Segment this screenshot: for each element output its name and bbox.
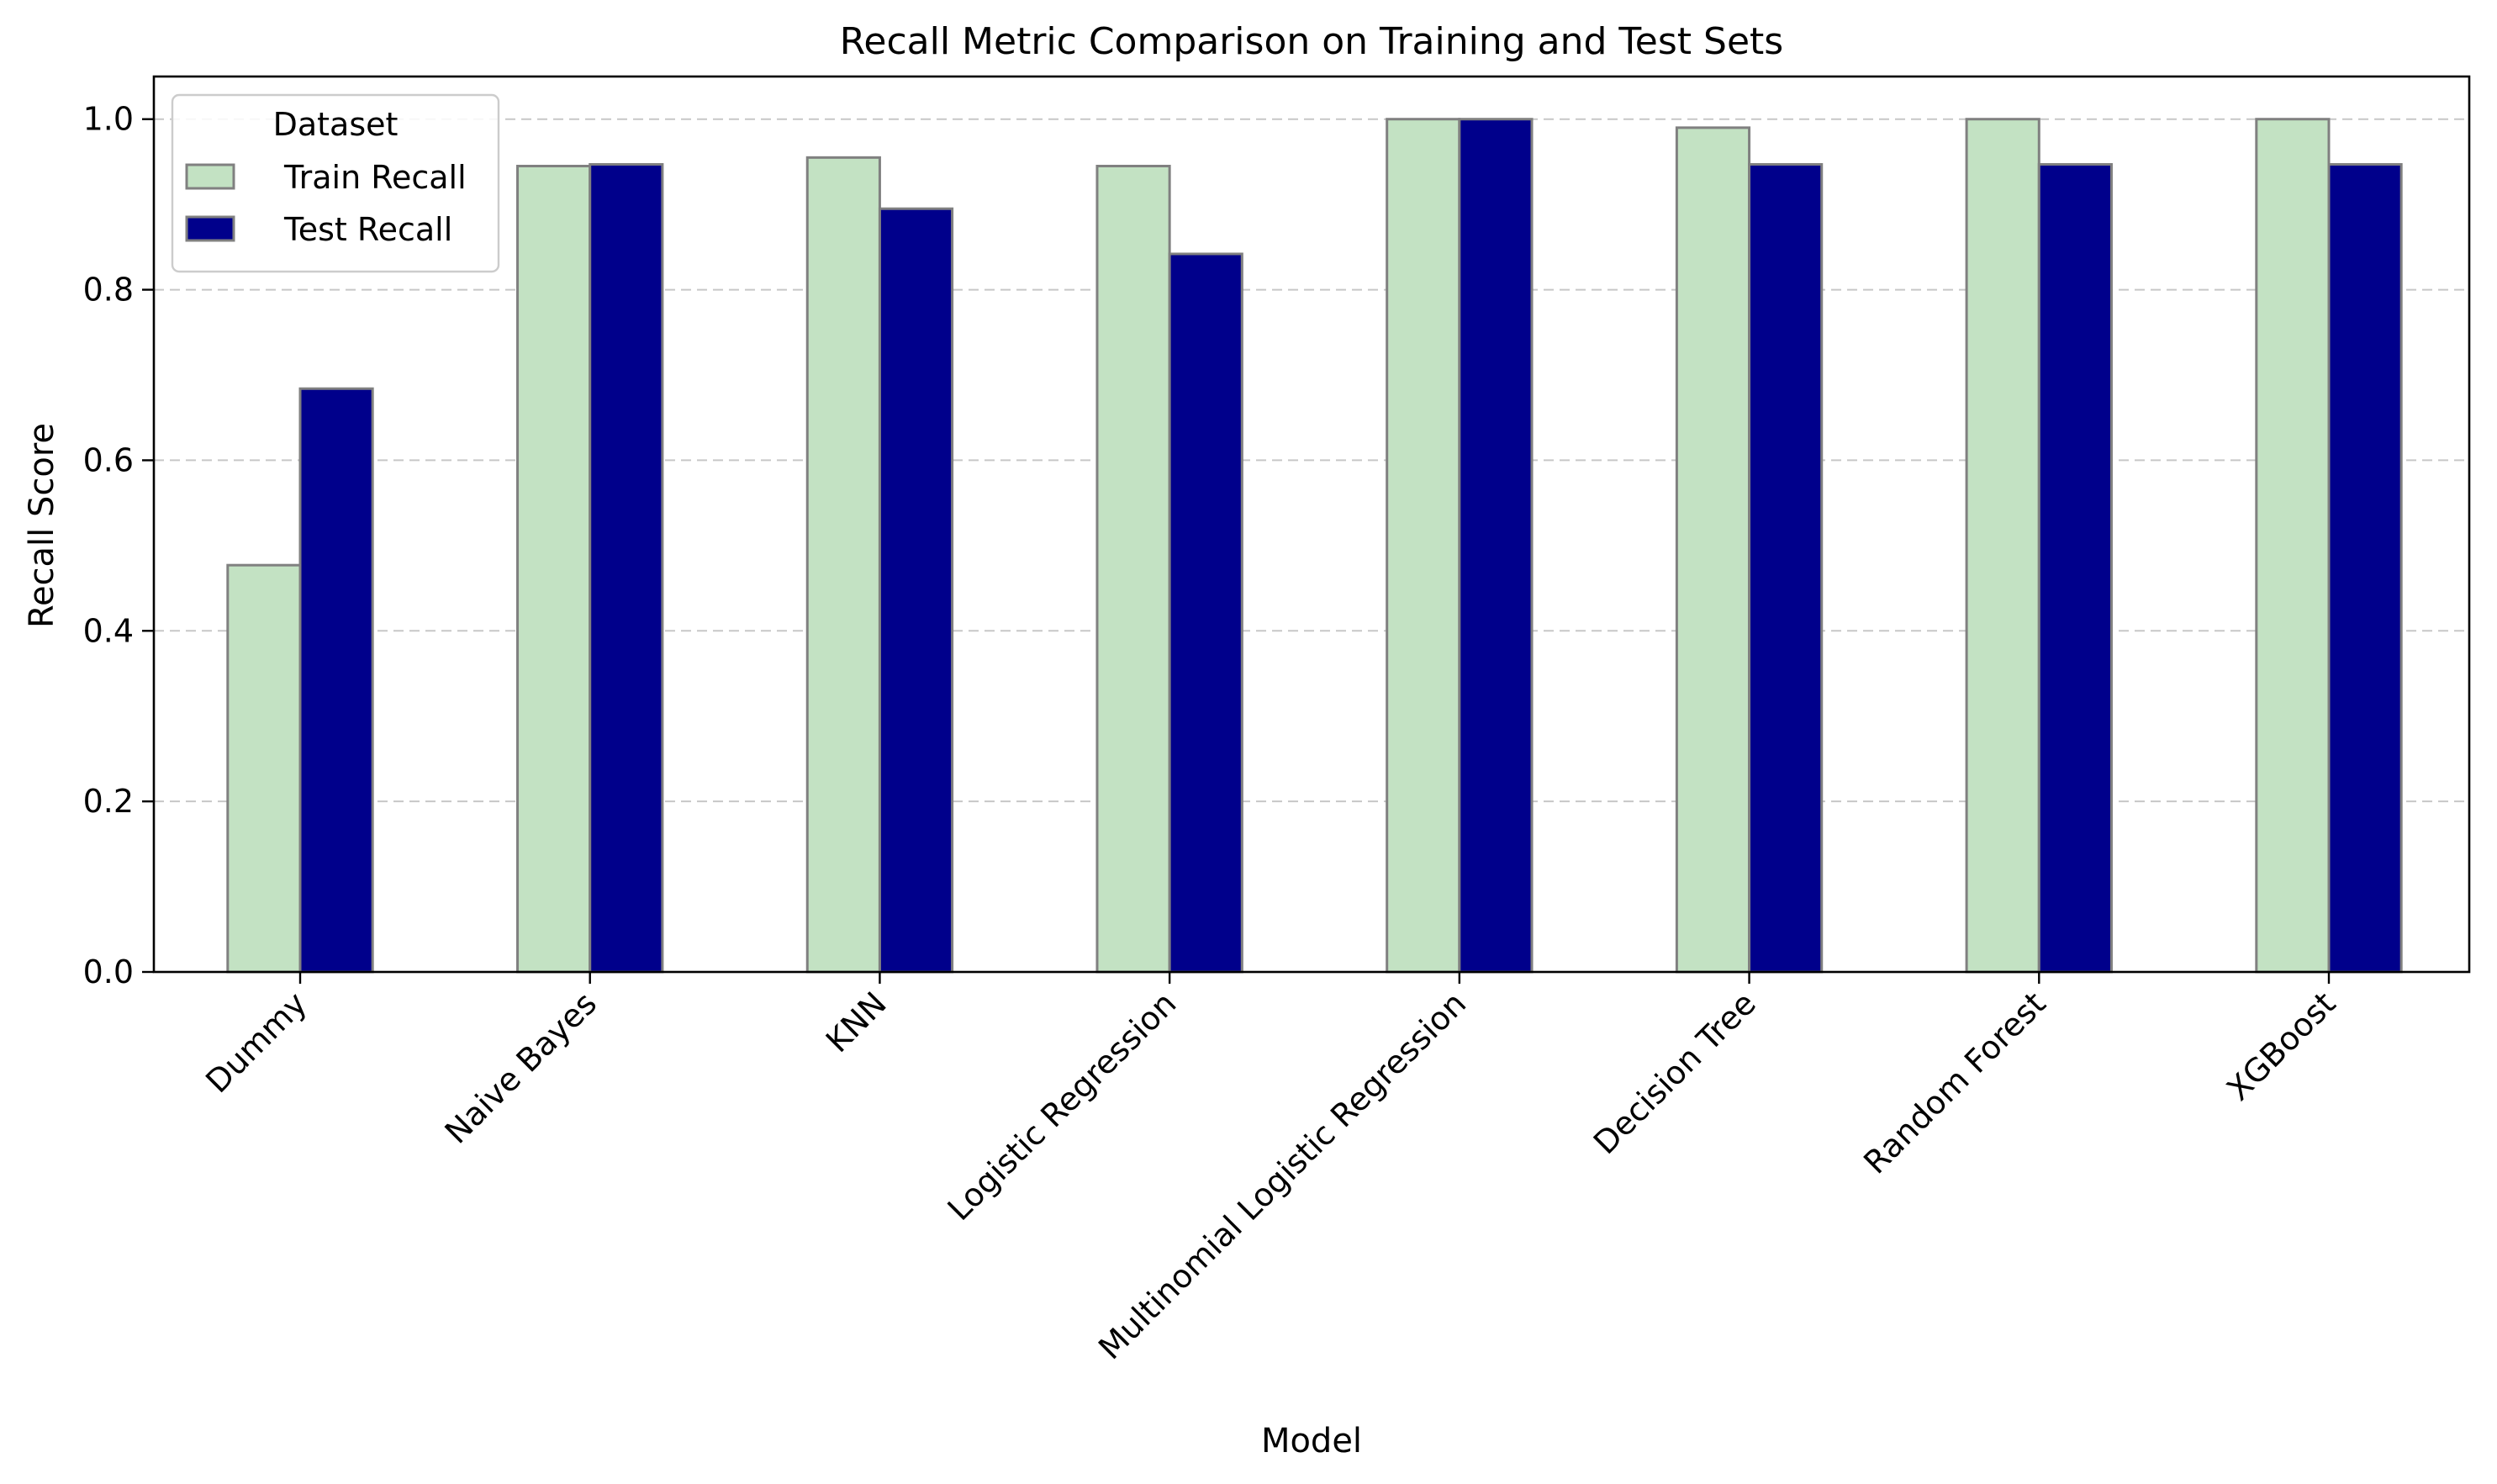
bar-test-recall-naive-bayes	[589, 162, 664, 974]
legend-swatch-train-recall	[185, 163, 235, 190]
legend-frame	[171, 93, 500, 273]
bar-test-recall-multinomial-logistic-regression	[1458, 118, 1534, 974]
bar-train-recall-naive-bayes	[516, 165, 592, 974]
bar-test-recall-knn	[878, 207, 954, 974]
legend-swatch-test-recall	[185, 215, 235, 242]
legend-label-test-recall: Test Recall	[283, 211, 452, 248]
bar-train-recall-multinomial-logistic-regression	[1386, 118, 1461, 974]
bar-test-recall-decision-tree	[1748, 162, 1824, 974]
y-axis-label: Recall Score	[23, 423, 61, 628]
bar-train-recall-decision-tree	[1675, 126, 1751, 974]
legend-label-train-recall: Train Recall	[283, 159, 467, 196]
legend: Dataset Train Recall Test Recall	[171, 93, 500, 273]
bar-train-recall-logistic-regression	[1095, 165, 1171, 974]
x-tick-label-knn: KNN	[819, 985, 894, 1059]
gridlines	[154, 118, 2469, 803]
bar-test-recall-random-forest	[2037, 162, 2113, 974]
y-tick-label: 1.0	[83, 101, 134, 138]
y-tick-label: 0.0	[83, 953, 134, 990]
bars	[226, 118, 2403, 974]
bar-test-recall-dummy	[298, 387, 374, 974]
x-axis-label: Model	[1261, 1422, 1362, 1460]
x-tick-label-decision-tree: Decision Tree	[1586, 985, 1763, 1161]
x-tick-label-logistic-regression: Logistic Regression	[941, 985, 1184, 1228]
y-tick-label: 0.4	[83, 612, 134, 649]
x-tick-label-random-forest: Random Forest	[1856, 985, 2052, 1180]
bar-train-recall-dummy	[226, 563, 302, 974]
bar-train-recall-random-forest	[1965, 118, 2040, 974]
plot-frame	[152, 75, 2471, 974]
x-tick-label-naive-bayes: Naive Bayes	[438, 985, 604, 1150]
y-tick-label: 0.6	[83, 441, 134, 478]
x-tick-label-xgboost: XGBoost	[2220, 985, 2342, 1107]
bar-test-recall-xgboost	[2327, 162, 2403, 974]
bar-test-recall-logistic-regression	[1168, 252, 1243, 974]
y-tick-label: 0.8	[83, 272, 134, 309]
bar-train-recall-knn	[805, 156, 881, 974]
x-tick-label-dummy: Dummy	[198, 985, 314, 1100]
bar-train-recall-xgboost	[2255, 118, 2331, 974]
chart-title: Recall Metric Comparison on Training and…	[840, 20, 1783, 63]
y-tick-label: 0.2	[83, 783, 134, 820]
legend-title: Dataset	[273, 106, 399, 143]
